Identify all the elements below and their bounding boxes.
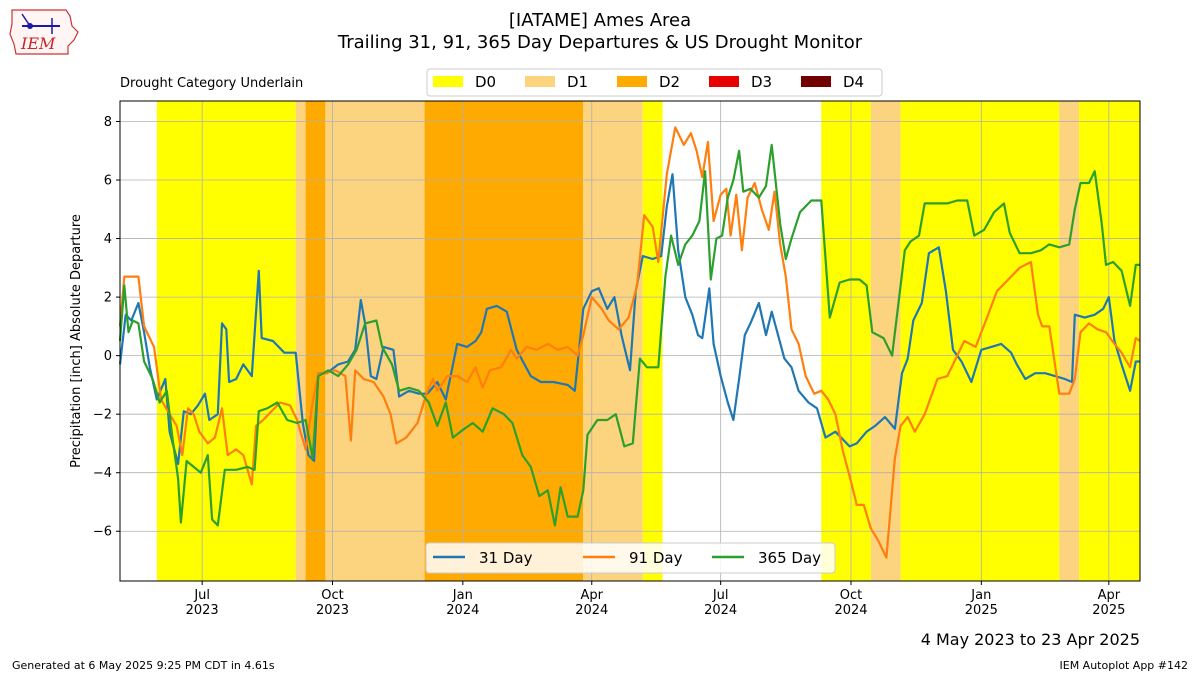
y-tick-label: −2 (93, 408, 112, 423)
x-axis: Jul2023Oct2023Jan2024Apr2024Jul2024Oct20… (186, 581, 1125, 618)
legend-swatch-d0 (433, 76, 463, 87)
legend-label-d1: D1 (567, 73, 588, 91)
series-line-31-day (118, 173, 1140, 465)
grid-lines (120, 101, 1140, 581)
legend-swatch-d1 (525, 76, 555, 87)
x-tick-label: 2025 (965, 603, 998, 618)
series-legend: 31 Day 91 Day 365 Day (425, 542, 836, 574)
legend-label-d3: D3 (751, 73, 772, 91)
x-tick-label: Jul (712, 588, 729, 603)
series-line-365-day (118, 143, 1140, 527)
y-tick-label: 8 (104, 115, 112, 130)
date-range: 4 May 2023 to 23 Apr 2025 (921, 630, 1140, 649)
series-legend-label: 91 Day (629, 549, 683, 567)
chart-subtitle: Trailing 31, 91, 365 Day Departures & US… (337, 32, 863, 53)
x-tick-label: 2023 (316, 603, 349, 618)
drought-band-d0 (1079, 101, 1140, 581)
series-legend-label: 31 Day (479, 549, 533, 567)
drought-band-d2 (424, 101, 584, 581)
generated-note: Generated at 6 May 2025 9:25 PM CDT in 4… (12, 659, 275, 672)
y-tick-label: −4 (93, 466, 112, 481)
x-tick-label: 2023 (186, 603, 219, 618)
x-tick-label: Oct (840, 588, 862, 603)
series-legend-frame (425, 542, 836, 574)
legend-label-d2: D2 (659, 73, 680, 91)
y-tick-label: 6 (104, 174, 112, 189)
x-tick-label: 2024 (575, 603, 608, 618)
legend-swatch-d2 (617, 76, 647, 87)
drought-band-d0 (900, 101, 1060, 581)
series-lines (118, 126, 1141, 559)
drought-legend: D0 D1 D2 D3 D4 (426, 68, 883, 97)
x-tick-label: 2024 (446, 603, 479, 618)
series-line-91-day (118, 126, 1141, 559)
y-tick-label: −6 (93, 525, 112, 540)
x-tick-label: Oct (321, 588, 343, 603)
legend-swatch-d3 (709, 76, 739, 87)
drought-legend-frame (426, 68, 883, 97)
legend-label-d0: D0 (475, 73, 496, 91)
plot-frame (119, 100, 1141, 582)
series-legend-label: 365 Day (758, 549, 821, 567)
plot-area (118, 100, 1141, 582)
chart-title: [IATAME] Ames Area (509, 10, 691, 31)
drought-band-d1 (1059, 101, 1080, 581)
drought-band-d0 (821, 101, 871, 581)
drought-band-d2 (305, 101, 326, 581)
drought-band-d1 (583, 101, 643, 581)
drought-band-d1 (295, 101, 306, 581)
drought-legend-caption: Drought Category Underlain (120, 76, 303, 91)
x-tick-label: Apr (1098, 588, 1121, 603)
x-tick-label: 2025 (1092, 603, 1125, 618)
y-tick-label: 4 (104, 232, 112, 247)
drought-band-d1 (325, 101, 425, 581)
y-tick-label: 0 (104, 349, 112, 364)
x-tick-label: Apr (581, 588, 604, 603)
y-axis: −6 −4 −2 0 2 4 6 8 (93, 115, 120, 540)
x-tick-label: 2024 (704, 603, 737, 618)
x-tick-label: Jan (970, 588, 991, 603)
y-axis-label: Precipitation [inch] Absolute Departure (69, 214, 84, 468)
app-note: IEM Autoplot App #142 (1060, 659, 1189, 672)
legend-label-d4: D4 (843, 73, 864, 91)
iem-logo: IEM (9, 9, 79, 55)
logo-text: IEM (20, 34, 56, 53)
x-tick-label: Jan (452, 588, 473, 603)
legend-swatch-d4 (801, 76, 831, 87)
x-tick-label: Jul (193, 588, 210, 603)
x-tick-label: 2024 (834, 603, 867, 618)
drought-bands (156, 101, 1140, 581)
y-tick-label: 2 (104, 291, 112, 306)
